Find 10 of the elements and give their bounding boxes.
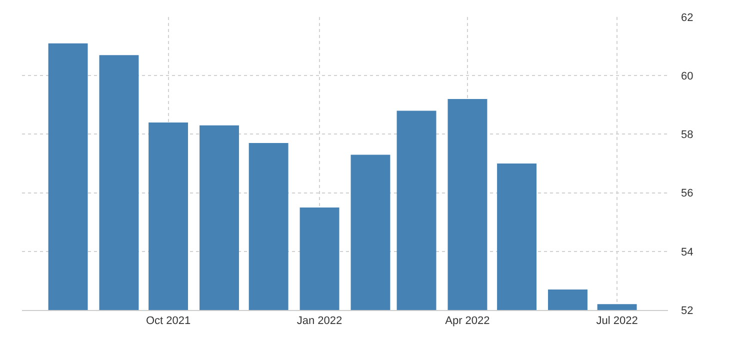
x-tick-label: Jan 2022 (296, 315, 342, 328)
y-tick-label: 62 (681, 12, 694, 24)
y-tick-label: 54 (681, 246, 694, 258)
y-tick-label: 52 (681, 304, 694, 317)
y-tick-label: 60 (681, 70, 694, 82)
x-tick-label: Jul 2022 (596, 315, 638, 328)
y-tick-label: 56 (681, 188, 694, 200)
y-tick-label: 58 (681, 129, 694, 142)
x-tick-label: Apr 2022 (445, 315, 490, 328)
x-tick-label: Oct 2021 (146, 315, 191, 328)
